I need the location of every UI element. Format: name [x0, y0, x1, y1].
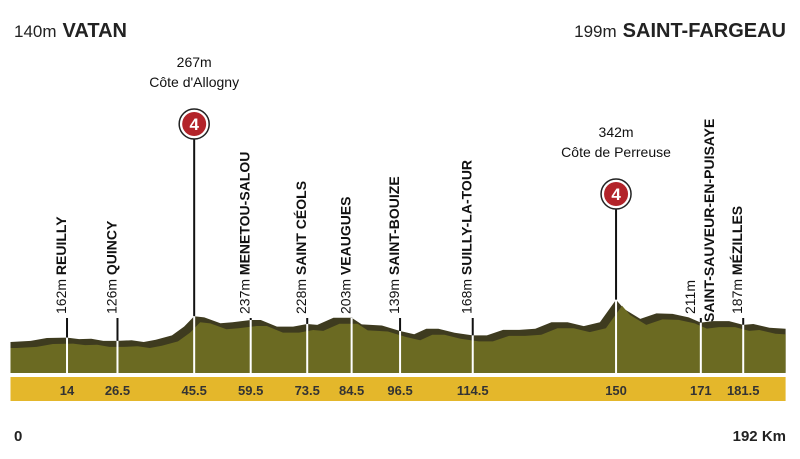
waypoint-altitude: 162m — [53, 275, 69, 314]
km-tick-label: 96.5 — [387, 383, 412, 398]
start-header: 140m VATAN — [14, 20, 127, 43]
km-tick-label: 171 — [690, 383, 712, 398]
km-tick-label: 181.5 — [727, 383, 760, 398]
waypoint-altitude: 168m — [459, 275, 475, 314]
km-band — [10, 377, 786, 401]
waypoint-altitude: 187m — [729, 275, 745, 314]
km-tick-label: 150 — [605, 383, 627, 398]
waypoint-name: MÉZILLES — [729, 206, 745, 275]
climb-category: 4 — [611, 185, 621, 204]
waypoint-label: 187m MÉZILLES — [729, 206, 745, 314]
km-tick-label: 114.5 — [457, 383, 489, 398]
climb-category: 4 — [189, 115, 199, 134]
waypoint-label: 203m VEAUGUES — [338, 197, 354, 315]
waypoint-name: REUILLY — [53, 216, 69, 275]
waypoint-label: 237m MENETOU-SALOU — [237, 152, 253, 314]
waypoint-altitude: 139m — [386, 275, 402, 314]
waypoint-altitude: 211m — [682, 280, 698, 314]
x-start-label: 0 — [14, 428, 23, 445]
waypoint-label: 168m SUILLY-LA-TOUR — [459, 160, 475, 314]
waypoint-name: SAINT-BOUIZE — [386, 176, 402, 275]
waypoint-name: SUILLY-LA-TOUR — [459, 160, 475, 275]
profile-area — [10, 305, 786, 373]
finish-name: SAINT-FARGEAU — [622, 20, 786, 42]
waypoint-label: 126m QUINCY — [103, 220, 119, 314]
waypoint-label: 162m REUILLY — [53, 216, 69, 314]
climb-category-inner — [182, 112, 207, 136]
waypoint-name: QUINCY — [103, 220, 119, 275]
km-tick-label: 45.5 — [182, 383, 207, 398]
climb-name: Côte d'Allogny — [149, 74, 239, 90]
km-tick-label: 73.5 — [295, 383, 320, 398]
waypoint-altitude: 228m — [293, 275, 309, 314]
waypoint-name: VEAUGUES — [338, 197, 354, 276]
km-tick-label: 26.5 — [105, 383, 130, 398]
start-name: VATAN — [62, 20, 127, 42]
km-tick-label: 14 — [60, 383, 75, 398]
start-altitude: 140m — [14, 22, 57, 41]
climb-altitude: 267m — [177, 54, 212, 70]
climb-category-inner — [604, 182, 629, 206]
waypoint-altitude: 237m — [237, 275, 253, 314]
climb-name: Côte de Perreuse — [561, 144, 671, 160]
waypoint-name: SAINT-SAUVEUR-EN-PUISAYE — [701, 119, 717, 322]
waypoint-name: MENETOU-SALOU — [237, 152, 253, 275]
finish-header: 199m SAINT-FARGEAU — [574, 20, 786, 43]
x-end-label: 192 Km — [732, 428, 786, 445]
waypoint-name: SAINT CÉOLS — [293, 181, 309, 275]
waypoint-altitude: 203m — [338, 275, 354, 314]
waypoint-altitude: 126m — [103, 275, 119, 314]
finish-altitude: 199m — [574, 22, 617, 41]
km-tick-label: 59.5 — [238, 383, 263, 398]
waypoint-label: 228m SAINT CÉOLS — [293, 181, 309, 314]
climb-altitude: 342m — [599, 124, 634, 140]
waypoint-label: 139m SAINT-BOUIZE — [386, 176, 402, 314]
km-tick-label: 84.5 — [339, 383, 364, 398]
